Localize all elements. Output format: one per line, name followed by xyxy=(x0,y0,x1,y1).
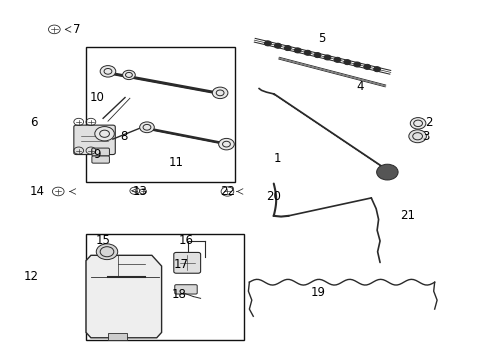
Text: 14: 14 xyxy=(30,185,45,198)
Text: 3: 3 xyxy=(422,130,429,144)
Polygon shape xyxy=(86,255,161,338)
Circle shape xyxy=(324,55,330,60)
Text: 20: 20 xyxy=(266,190,281,203)
Text: 1: 1 xyxy=(273,152,281,165)
Text: 22: 22 xyxy=(220,185,235,198)
Text: 4: 4 xyxy=(356,80,364,93)
Circle shape xyxy=(274,43,281,48)
Bar xyxy=(108,333,127,339)
FancyBboxPatch shape xyxy=(92,148,109,156)
Circle shape xyxy=(363,64,370,69)
Text: 9: 9 xyxy=(93,148,101,161)
Circle shape xyxy=(294,48,301,53)
Circle shape xyxy=(343,60,350,65)
FancyBboxPatch shape xyxy=(174,285,197,294)
Text: 18: 18 xyxy=(171,288,186,301)
Circle shape xyxy=(212,87,227,99)
FancyBboxPatch shape xyxy=(74,125,115,154)
Text: 6: 6 xyxy=(30,116,38,129)
Bar xyxy=(86,234,244,339)
Circle shape xyxy=(333,57,340,62)
Text: 16: 16 xyxy=(178,234,193,247)
Text: 21: 21 xyxy=(400,210,415,222)
Text: 17: 17 xyxy=(173,258,188,271)
Circle shape xyxy=(96,244,118,260)
FancyBboxPatch shape xyxy=(173,252,200,273)
Circle shape xyxy=(264,41,271,46)
Text: 5: 5 xyxy=(317,32,325,45)
Circle shape xyxy=(373,67,380,72)
Circle shape xyxy=(95,127,114,141)
Text: 12: 12 xyxy=(24,270,39,283)
Circle shape xyxy=(122,70,135,80)
Circle shape xyxy=(353,62,360,67)
Circle shape xyxy=(284,46,290,50)
Text: 19: 19 xyxy=(310,287,325,300)
Text: 2: 2 xyxy=(424,116,431,129)
Circle shape xyxy=(304,50,310,55)
Circle shape xyxy=(218,138,234,150)
Text: 13: 13 xyxy=(132,185,147,198)
Circle shape xyxy=(313,53,320,58)
Text: 11: 11 xyxy=(168,156,183,168)
Circle shape xyxy=(140,122,154,133)
Text: 10: 10 xyxy=(90,91,104,104)
Circle shape xyxy=(409,118,425,129)
FancyBboxPatch shape xyxy=(92,156,109,163)
Circle shape xyxy=(100,66,116,77)
Text: 15: 15 xyxy=(96,234,110,247)
Bar xyxy=(86,47,234,182)
Circle shape xyxy=(408,130,426,143)
Text: 7: 7 xyxy=(73,23,80,36)
Text: 8: 8 xyxy=(120,130,127,144)
Circle shape xyxy=(376,164,397,180)
